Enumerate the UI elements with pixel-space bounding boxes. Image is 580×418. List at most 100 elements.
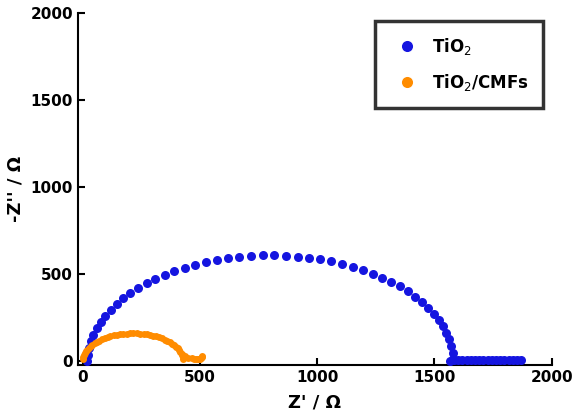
Point <box>500 357 509 363</box>
Point <box>96 319 105 325</box>
Point <box>423 304 433 311</box>
Point <box>112 331 121 338</box>
Point <box>281 252 291 259</box>
Point <box>293 253 302 260</box>
Point <box>122 330 131 337</box>
Point <box>246 252 256 259</box>
Point <box>458 357 467 364</box>
Point <box>411 293 420 300</box>
Point <box>491 357 501 364</box>
Point <box>139 331 148 337</box>
Point <box>86 338 95 344</box>
Point <box>327 258 336 265</box>
Point <box>78 355 88 362</box>
Point <box>197 352 206 359</box>
Point <box>316 256 325 263</box>
Point <box>512 357 521 363</box>
Point <box>429 311 438 317</box>
Point <box>178 354 187 361</box>
Point <box>103 334 112 341</box>
Point <box>163 337 172 344</box>
Point <box>378 274 387 281</box>
Point <box>201 259 211 265</box>
Point <box>478 357 488 364</box>
Point <box>146 331 155 338</box>
Point <box>487 357 496 364</box>
Point <box>447 342 456 349</box>
Point <box>170 268 179 275</box>
Point <box>368 270 378 277</box>
Point <box>387 278 396 285</box>
Point <box>235 254 244 260</box>
Point <box>258 252 267 259</box>
Point <box>95 337 104 344</box>
Point <box>151 275 160 282</box>
Point <box>195 356 204 362</box>
Point <box>184 354 193 361</box>
Point <box>418 299 427 306</box>
Point <box>444 336 454 342</box>
Point <box>448 356 458 362</box>
Point <box>165 339 175 346</box>
Point <box>142 280 151 287</box>
Point <box>176 349 185 355</box>
Point <box>517 357 526 363</box>
Point <box>160 271 169 278</box>
Point <box>92 339 101 345</box>
Point <box>197 354 206 361</box>
Point <box>193 356 202 362</box>
Point <box>155 334 164 341</box>
Point <box>196 355 205 362</box>
Point <box>223 255 233 262</box>
Point <box>508 357 517 363</box>
Point <box>115 331 125 338</box>
Point <box>90 340 99 347</box>
Point <box>100 335 109 342</box>
Point <box>448 349 457 356</box>
Point <box>152 333 161 340</box>
Point <box>212 257 222 263</box>
Point <box>112 301 121 307</box>
Point <box>80 350 89 357</box>
Point <box>83 351 92 358</box>
Point <box>84 344 93 351</box>
Point <box>158 335 167 342</box>
Point <box>97 336 107 343</box>
Point <box>86 343 95 349</box>
X-axis label: Z' / Ω: Z' / Ω <box>288 393 342 411</box>
Point <box>142 331 151 338</box>
Point <box>83 346 92 353</box>
Point <box>119 331 128 337</box>
Point <box>160 336 169 343</box>
Point <box>88 342 97 348</box>
Point <box>126 290 135 296</box>
Point <box>92 325 101 331</box>
Point <box>395 283 404 290</box>
Y-axis label: -Z'' / Ω: -Z'' / Ω <box>7 156 25 222</box>
Point <box>504 357 513 363</box>
Point <box>79 354 88 360</box>
Point <box>84 344 93 351</box>
Point <box>83 358 92 365</box>
Point <box>462 357 471 364</box>
Point <box>495 357 505 363</box>
Point <box>136 330 145 337</box>
Point <box>304 255 314 261</box>
Point <box>180 265 189 271</box>
Point <box>100 312 110 319</box>
Point <box>89 331 98 338</box>
Point <box>445 357 454 364</box>
Point <box>179 356 188 362</box>
Point <box>190 261 200 268</box>
Point <box>106 306 115 313</box>
Point <box>474 357 484 364</box>
Point <box>434 316 443 323</box>
Point <box>173 345 182 352</box>
Point <box>79 352 89 358</box>
Point <box>168 340 177 347</box>
Point <box>125 330 135 336</box>
Point <box>129 330 138 336</box>
Point <box>133 285 143 291</box>
Point <box>483 357 492 364</box>
Point <box>172 343 181 350</box>
